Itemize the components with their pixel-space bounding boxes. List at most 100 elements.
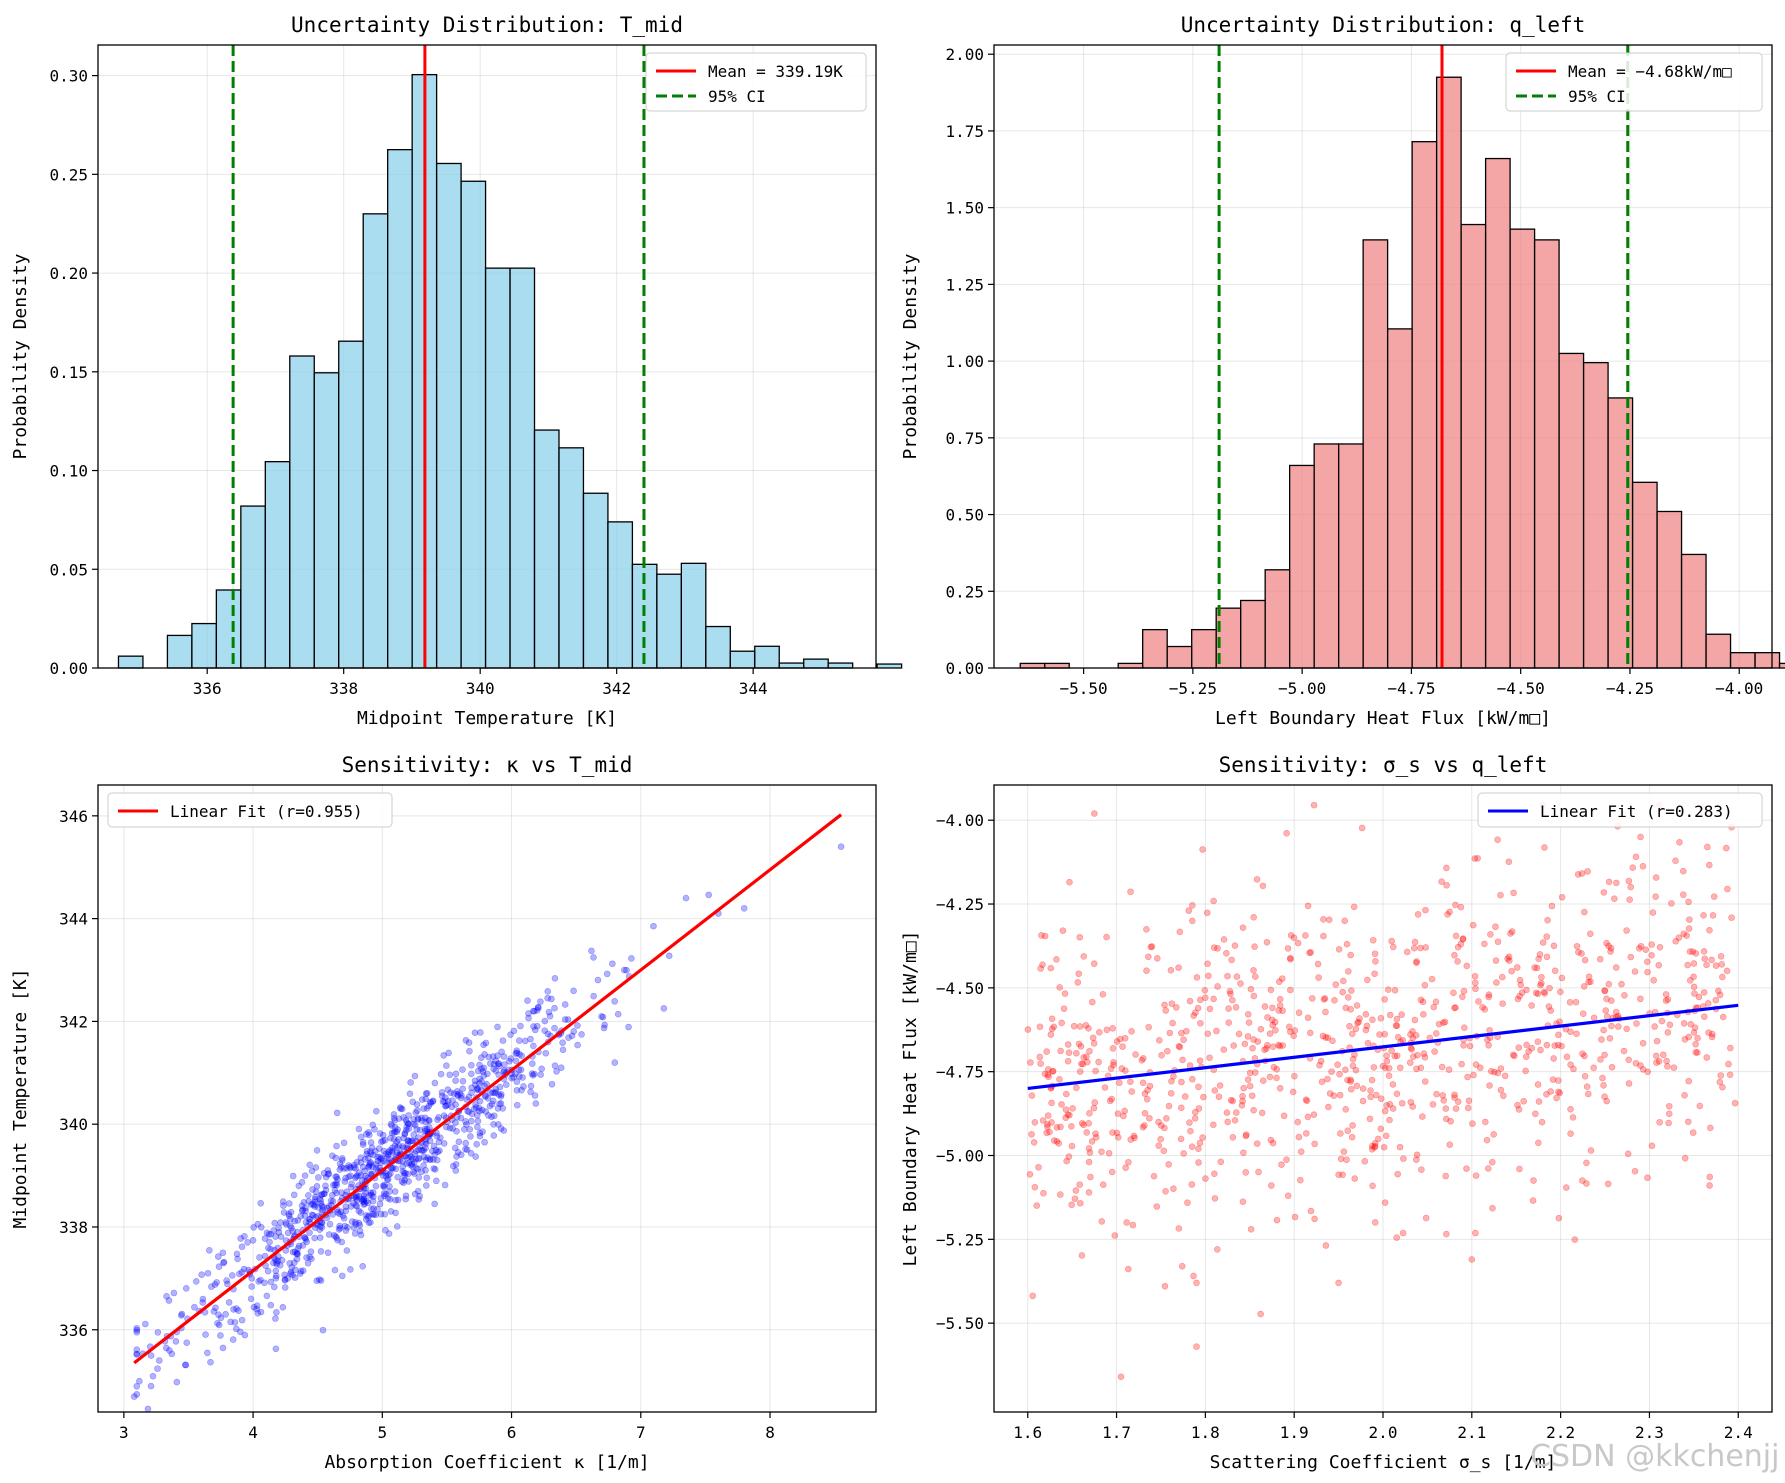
- scatter-point: [1342, 1066, 1349, 1074]
- scatter-point: [1264, 1014, 1271, 1021]
- scatter-point: [338, 1272, 346, 1280]
- scatter-point: [372, 1211, 379, 1219]
- scatter-point: [1190, 1012, 1197, 1019]
- scatter-point: [409, 1098, 417, 1106]
- scatter-point: [393, 1223, 401, 1230]
- scatter-point: [490, 1121, 497, 1128]
- y-tick-label: 2.00: [945, 45, 984, 64]
- scatter-point: [1257, 1310, 1264, 1318]
- scatter-point: [1690, 983, 1698, 991]
- histogram-bar: [1435, 76, 1462, 669]
- scatter-point: [1103, 1026, 1111, 1034]
- scatter-point: [1128, 1028, 1135, 1035]
- scatter-point: [356, 1227, 364, 1235]
- scatter-point: [599, 1013, 607, 1021]
- scatter-point: [387, 1170, 394, 1177]
- scatter-point: [1694, 1034, 1701, 1042]
- scatter-point: [476, 1061, 483, 1069]
- scatter-point: [367, 1148, 374, 1155]
- scatter-point: [1484, 1165, 1492, 1172]
- scatter-point: [1409, 1053, 1417, 1061]
- scatter-point: [1590, 1064, 1597, 1072]
- scatter-point: [1538, 973, 1545, 981]
- scatter-point: [598, 1013, 605, 1020]
- scatter-point: [1199, 846, 1206, 853]
- scatter-point: [1228, 956, 1235, 964]
- scatter-point: [474, 1086, 482, 1094]
- scatter-point: [1065, 1049, 1073, 1056]
- scatter-point: [1178, 1262, 1186, 1270]
- scatter-point: [334, 1209, 342, 1216]
- scatter-point: [400, 1134, 407, 1142]
- scatter-point: [1220, 1046, 1228, 1053]
- scatter-point: [452, 1077, 459, 1084]
- scatter-point: [440, 1112, 448, 1119]
- x-tick-label: −5.25: [1169, 679, 1217, 698]
- scatter-point: [1342, 1106, 1350, 1113]
- scatter-point: [317, 1197, 325, 1204]
- scatter-point: [1205, 972, 1212, 980]
- scatter-point: [1723, 967, 1731, 975]
- scatter-point: [621, 966, 628, 974]
- scatter-point: [289, 1227, 297, 1235]
- scatter-point: [1130, 1132, 1138, 1140]
- y-tick-label: 0.05: [49, 560, 88, 579]
- scatter-point: [1215, 1093, 1223, 1101]
- scatter-point: [423, 1089, 431, 1097]
- scatter-point: [1275, 1041, 1282, 1049]
- scatter-point: [1204, 1030, 1212, 1038]
- scatter-point: [1514, 995, 1522, 1003]
- scatter-point: [420, 1162, 427, 1169]
- scatter-point: [1563, 1053, 1571, 1061]
- scatter-point: [1515, 1044, 1523, 1051]
- scatter-point: [302, 1219, 310, 1226]
- scatter-point: [1481, 940, 1488, 948]
- scatter-point: [1185, 907, 1193, 914]
- scatter-point: [1268, 1182, 1275, 1189]
- scatter-point: [1146, 1114, 1153, 1122]
- y-tick-label: −4.50: [936, 979, 984, 998]
- scatter-point: [559, 1046, 567, 1054]
- scatter-point: [386, 1147, 394, 1154]
- scatter-point: [1572, 998, 1580, 1006]
- scatter-point: [1287, 986, 1294, 994]
- scatter-point: [1466, 1042, 1474, 1050]
- scatter-point: [489, 1089, 497, 1097]
- scatter-point: [1283, 1156, 1290, 1163]
- scatter-point: [1210, 1121, 1217, 1129]
- scatter-point: [1562, 1184, 1570, 1191]
- scatter-point: [1537, 981, 1544, 989]
- scatter-point: [1062, 1114, 1070, 1122]
- scatter-point: [1384, 986, 1392, 993]
- axes-frame: [97, 44, 877, 669]
- scatter-point: [170, 1289, 178, 1297]
- scatter-point: [1543, 1041, 1551, 1049]
- scatter-point: [1414, 1051, 1421, 1059]
- scatter-point: [1322, 1034, 1329, 1041]
- scatter-point: [1278, 975, 1286, 982]
- scatter-point: [1291, 1213, 1299, 1221]
- scatter-point: [350, 1224, 358, 1231]
- scatter-point: [1459, 935, 1467, 942]
- scatter-point: [352, 1202, 360, 1209]
- scatter-point: [424, 1154, 432, 1162]
- scatter-point: [399, 1163, 406, 1170]
- scatter-point: [1479, 1003, 1486, 1011]
- scatter-point: [492, 1088, 500, 1096]
- scatter-point: [1290, 1032, 1297, 1040]
- scatter-point: [350, 1164, 358, 1171]
- scatter-point: [1655, 961, 1663, 969]
- scatter-point: [454, 1091, 461, 1098]
- scatter-point: [1374, 1135, 1382, 1143]
- scatter-point: [1088, 998, 1096, 1006]
- scatter-point: [492, 1057, 499, 1064]
- scatter-point: [307, 1248, 315, 1255]
- scatter-point: [1656, 1118, 1663, 1126]
- scatter-point: [1690, 973, 1697, 981]
- scatter-point: [1731, 1099, 1739, 1107]
- scatter-point: [299, 1242, 307, 1249]
- scatter-point: [462, 1145, 469, 1153]
- scatter-point: [1226, 987, 1234, 995]
- scatter-point: [238, 1243, 246, 1251]
- scatter-point: [254, 1220, 262, 1228]
